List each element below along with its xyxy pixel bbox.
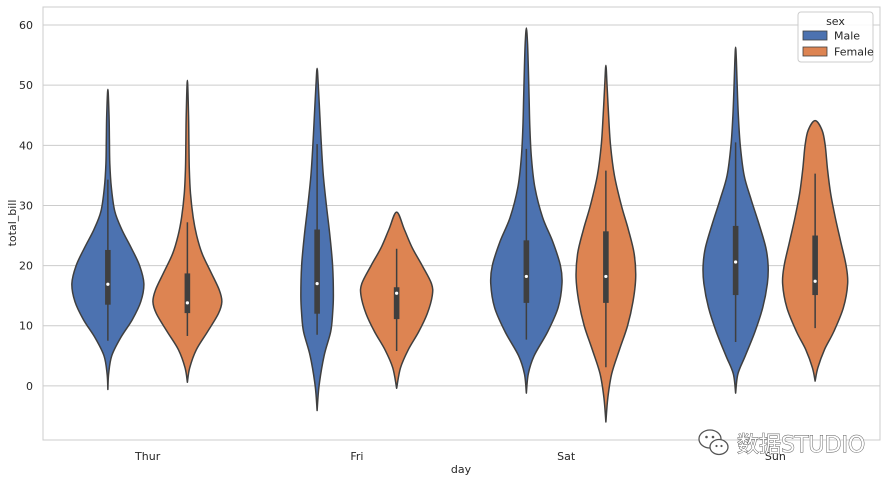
y-axis-label: total_bill xyxy=(6,200,19,247)
x-tick-label: Thur xyxy=(134,450,161,463)
x-tick-label: Fri xyxy=(350,450,363,463)
violins xyxy=(71,27,849,423)
violin-female-sun xyxy=(781,119,849,382)
watermark: 数据STUDIO xyxy=(698,429,866,458)
violin-iqr-box xyxy=(314,229,320,314)
violin-male-fri xyxy=(300,67,335,412)
y-ticks: 0 10 20 30 40 50 60 xyxy=(19,19,33,393)
violin-female-sat xyxy=(575,64,637,423)
violin-median xyxy=(524,274,528,279)
legend-entry-male: Male xyxy=(834,30,860,43)
violin-median xyxy=(734,260,738,264)
x-axis-label: day xyxy=(451,463,472,476)
violin-male-sun xyxy=(702,46,769,394)
violin-median xyxy=(813,279,817,283)
violin-female-thur xyxy=(152,79,223,384)
violin-iqr-box xyxy=(523,240,530,303)
violin-male-sat xyxy=(489,27,563,394)
violin-median xyxy=(395,291,399,295)
violin-median xyxy=(604,274,608,279)
violin-iqr-box xyxy=(105,249,111,305)
y-tick-label: 30 xyxy=(19,199,33,212)
y-tick-label: 60 xyxy=(19,19,33,32)
legend-entry-female: Female xyxy=(834,46,874,59)
violin-median xyxy=(185,301,189,305)
watermark-text: 数据STUDIO xyxy=(737,433,865,458)
violin-median xyxy=(106,282,110,286)
y-tick-label: 40 xyxy=(19,139,33,152)
y-tick-label: 10 xyxy=(19,320,33,333)
y-tick-label: 20 xyxy=(19,260,33,273)
plot-frame xyxy=(42,6,881,441)
y-tick-label: 50 xyxy=(19,79,33,92)
violin-female-fri xyxy=(359,211,434,390)
legend-title: sex xyxy=(826,15,845,28)
violin-iqr-box xyxy=(812,235,818,296)
x-ticks: Thur Fri Sat Sun xyxy=(134,450,786,463)
violin-median xyxy=(315,282,319,286)
x-tick-label: Sun xyxy=(765,450,786,463)
violin-iqr-box xyxy=(184,273,191,314)
y-tick-label: 0 xyxy=(26,380,33,393)
legend-swatch-female xyxy=(802,46,828,57)
legend: sex Male Female xyxy=(797,11,874,63)
violin-iqr-box xyxy=(393,287,400,320)
x-tick-label: Sat xyxy=(557,450,576,463)
legend-swatch-male xyxy=(802,30,828,41)
violin-male-thur xyxy=(71,88,145,391)
violin-iqr-box xyxy=(603,231,609,303)
wechat-icon xyxy=(698,429,729,456)
